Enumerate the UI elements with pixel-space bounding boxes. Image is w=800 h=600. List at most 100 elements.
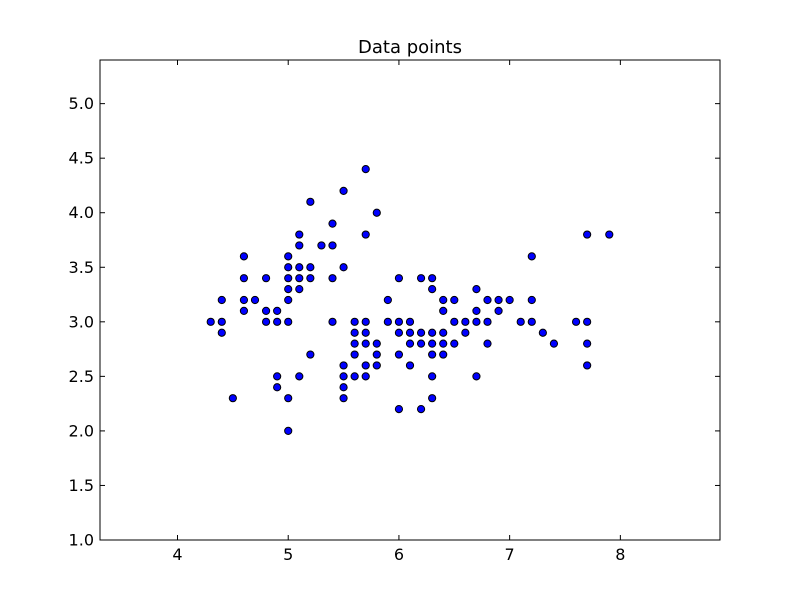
data-point — [394, 328, 404, 337]
data-point — [416, 328, 426, 337]
data-point — [317, 241, 326, 250]
data-point — [450, 339, 459, 348]
data-point — [428, 394, 437, 403]
y-tick-label: 4.0 — [69, 203, 94, 222]
data-point — [516, 317, 525, 326]
data-point — [494, 295, 503, 305]
data-point — [361, 328, 370, 337]
y-tick-label: 3.5 — [69, 258, 94, 277]
data-point — [339, 361, 348, 370]
data-point — [273, 317, 282, 326]
data-point — [361, 339, 370, 348]
data-point — [483, 295, 492, 305]
data-point — [416, 274, 426, 283]
data-point — [439, 339, 448, 348]
x-tick-label: 7 — [505, 545, 515, 564]
data-point — [505, 295, 514, 305]
data-point — [328, 219, 337, 228]
data-point — [339, 263, 348, 272]
data-point — [583, 339, 592, 348]
data-point — [361, 164, 370, 174]
data-point — [217, 328, 226, 337]
data-point — [261, 274, 271, 283]
data-point — [494, 306, 503, 316]
data-point — [217, 317, 226, 326]
data-point — [206, 317, 215, 326]
data-point — [239, 252, 249, 261]
data-point — [583, 361, 592, 370]
data-point — [483, 317, 492, 326]
data-point — [284, 394, 293, 403]
data-point — [372, 361, 381, 370]
axis-ticks-layer: 4 5 6 7 8 1.0 1.5 2.0 2.5 3.0 3.5 4.0 4.5 5.0 — [69, 60, 720, 564]
data-point — [527, 295, 536, 305]
data-point — [394, 350, 404, 359]
data-point — [405, 328, 415, 337]
data-point — [439, 306, 448, 316]
data-point — [350, 350, 359, 359]
data-point — [450, 317, 459, 326]
data-point — [571, 317, 581, 326]
data-point — [350, 317, 359, 326]
data-point — [483, 339, 492, 348]
data-point — [228, 394, 237, 403]
data-point — [273, 306, 282, 316]
data-point — [250, 295, 260, 305]
data-point — [405, 339, 415, 348]
y-tick-label: 5.0 — [69, 94, 94, 113]
data-point — [261, 306, 271, 316]
data-point — [295, 241, 304, 250]
data-point — [295, 230, 304, 239]
y-tick-label: 3.0 — [69, 312, 94, 331]
data-point — [472, 317, 481, 326]
data-point — [284, 295, 293, 305]
data-point — [428, 284, 437, 294]
data-point — [549, 339, 559, 348]
data-point — [217, 295, 226, 305]
data-point — [394, 404, 404, 414]
data-point — [328, 241, 337, 250]
data-point — [416, 339, 426, 348]
data-point — [583, 317, 592, 326]
y-tick-label: 1.5 — [69, 476, 94, 495]
x-tick-label: 8 — [615, 545, 625, 564]
data-point — [383, 295, 392, 305]
data-point — [538, 328, 547, 337]
data-point — [284, 263, 293, 272]
y-tick-label: 4.5 — [69, 149, 94, 168]
data-point — [472, 306, 481, 316]
data-point — [239, 306, 249, 316]
data-point — [372, 339, 381, 348]
data-point — [339, 394, 348, 403]
data-points-layer — [206, 164, 614, 436]
data-point — [372, 208, 381, 217]
chart-title: Data points — [358, 37, 462, 58]
data-point — [394, 317, 404, 326]
data-point — [527, 317, 536, 326]
data-point — [372, 350, 381, 359]
data-point — [405, 361, 415, 370]
data-point — [350, 372, 359, 381]
data-point — [284, 317, 293, 326]
data-point — [239, 274, 249, 283]
data-point — [284, 274, 293, 283]
data-point — [428, 372, 437, 381]
data-point — [394, 274, 404, 283]
data-point — [416, 404, 426, 414]
x-tick-label: 6 — [394, 545, 404, 564]
y-tick-label: 2.0 — [69, 421, 94, 440]
data-point — [306, 350, 315, 359]
data-point — [361, 361, 370, 370]
data-point — [439, 328, 448, 337]
plot-area-frame — [99, 59, 721, 541]
data-point — [461, 328, 470, 337]
y-tick-label: 2.5 — [69, 367, 94, 386]
data-point — [295, 274, 304, 283]
data-point — [428, 274, 437, 283]
data-point — [361, 230, 370, 239]
data-point — [273, 372, 282, 381]
data-point — [295, 284, 304, 294]
data-point — [261, 317, 271, 326]
